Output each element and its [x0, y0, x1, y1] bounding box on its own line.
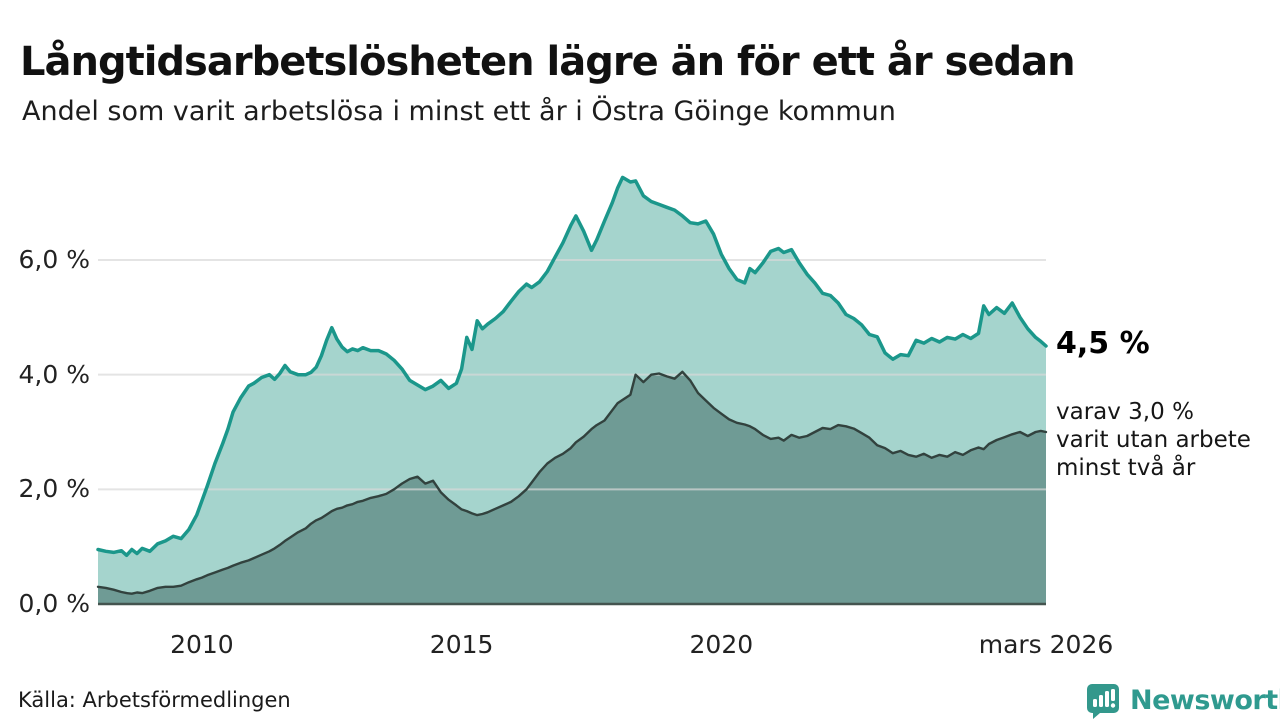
end-value-note-line: varit utan arbete [1056, 427, 1251, 453]
line-unemployed-1yr [96, 175, 1048, 558]
end-value-note-line: varav 3,0 % [1056, 399, 1194, 425]
end-value-label: 4,5 % [1056, 326, 1150, 361]
chart-subtitle: Andel som varit arbetslösa i minst ett å… [22, 96, 896, 127]
y-axis-tick-label: 6,0 % [18, 245, 90, 274]
area-unemployed-2yr [98, 371, 1046, 604]
y-axis-tick-label: 4,0 % [18, 359, 90, 389]
chart-title: Långtidsarbetslösheten lägre än för ett … [20, 38, 1076, 85]
newsworthy-wordmark: Newsworthy [1130, 684, 1280, 716]
y-axis-tick-label: 2,0 % [18, 474, 90, 504]
gridlines [98, 259, 1046, 491]
x-axis-tick-label: mars 2026 [978, 630, 1114, 659]
source-text: Källa: Arbetsförmedlingen [18, 688, 291, 712]
line-unemployed-2yr [96, 370, 1048, 595]
newsworthy-bar-chart-icon [1087, 684, 1119, 719]
x-axis-tick-label: 2015 [429, 630, 494, 659]
end-value-note-line: minst två år [1056, 455, 1196, 481]
end-value-note: varav 3,0 % varit utan arbete minst två … [1056, 398, 1251, 482]
x-axis-tick-label: 2010 [170, 630, 234, 659]
y-axis-tick-label: 0,0 % [18, 589, 90, 618]
x-axis-tick-label: 2020 [689, 630, 754, 659]
newsworthy-logo[interactable]: Newsworthy [1084, 681, 1280, 719]
